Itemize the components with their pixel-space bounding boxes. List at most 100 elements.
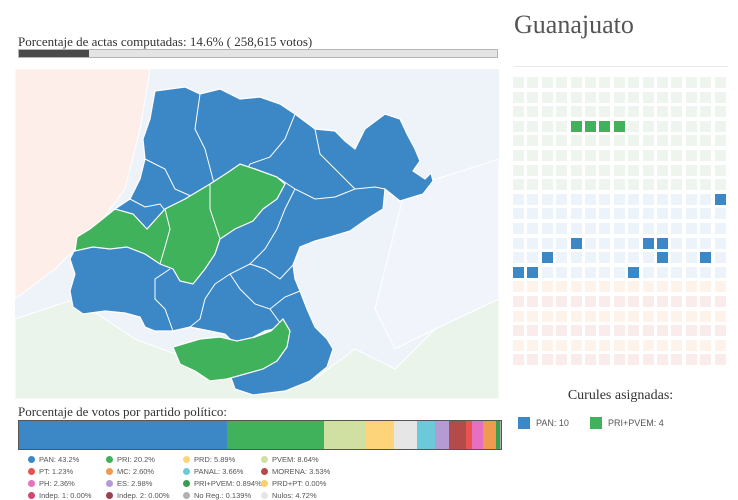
- seat-empty: [685, 106, 697, 118]
- seat-empty: [541, 120, 553, 132]
- seat-empty: [685, 164, 697, 176]
- seat-empty: [513, 106, 524, 118]
- vote-bar-segment[interactable]: [500, 421, 501, 449]
- seat-empty: [671, 120, 683, 132]
- legend-dot: [106, 456, 113, 463]
- seat-legend-label: PAN: 10: [536, 418, 569, 428]
- seat-empty: [628, 354, 640, 366]
- legend-item: Indep. 1: 0.00%: [28, 491, 92, 500]
- map-region-pri-north[interactable]: [74, 163, 286, 285]
- seat-empty: [628, 325, 640, 337]
- legend-dot: [261, 480, 268, 487]
- seat-empty: [556, 208, 568, 220]
- seat-empty: [671, 150, 683, 161]
- legend-item: Nulos: 4.72%: [261, 491, 317, 500]
- seat-empty: [599, 77, 611, 88]
- seat-empty: [685, 266, 697, 278]
- vote-bar-segment[interactable]: [449, 421, 467, 449]
- seat-assigned[interactable]: [599, 120, 611, 132]
- vote-bar-segment[interactable]: [19, 421, 228, 449]
- seat-assigned[interactable]: [628, 266, 640, 278]
- vote-bar-segment[interactable]: [417, 421, 435, 449]
- seat-empty: [700, 281, 712, 293]
- seat-empty: [585, 325, 596, 337]
- seat-empty: [671, 266, 683, 278]
- seat-empty: [671, 164, 683, 176]
- seat-empty: [628, 91, 640, 103]
- vote-bar-segment[interactable]: [472, 421, 484, 449]
- vote-bar-segment[interactable]: [324, 421, 367, 449]
- seat-empty: [541, 237, 553, 249]
- seat-empty: [628, 150, 640, 161]
- seat-empty: [628, 120, 640, 132]
- seat-empty: [513, 135, 524, 147]
- seat-empty: [599, 223, 611, 234]
- seat-empty: [513, 208, 524, 220]
- legend-dot: [183, 492, 190, 499]
- seat-assigned[interactable]: [657, 252, 668, 264]
- vote-bar-segment[interactable]: [434, 421, 450, 449]
- seat-empty: [585, 77, 596, 88]
- seat-assigned[interactable]: [700, 252, 712, 264]
- seat-assigned[interactable]: [541, 252, 553, 264]
- legend-label: PANAL: 3.66%: [194, 467, 244, 476]
- seat-assigned[interactable]: [513, 266, 524, 278]
- map-region-pri-south[interactable]: [172, 318, 291, 382]
- seat-empty: [570, 193, 582, 205]
- seat-empty: [642, 150, 654, 161]
- seat-empty: [541, 106, 553, 118]
- legend-dot: [28, 456, 35, 463]
- state-title: Guanajuato: [514, 10, 634, 39]
- seat-empty: [671, 339, 683, 351]
- seat-empty: [527, 237, 539, 249]
- seat-assigned[interactable]: [527, 266, 539, 278]
- progress-bar: [18, 49, 498, 58]
- seat-empty: [585, 91, 596, 103]
- seat-empty: [671, 310, 683, 322]
- vote-bar-segment[interactable]: [466, 421, 473, 449]
- seat-empty: [700, 135, 712, 147]
- seat-empty: [657, 296, 668, 307]
- seat-assigned[interactable]: [613, 120, 625, 132]
- seat-empty: [527, 106, 539, 118]
- seat-empty: [714, 150, 726, 161]
- seat-empty: [585, 193, 596, 205]
- seat-empty: [685, 179, 697, 191]
- vote-bar-segment[interactable]: [394, 421, 418, 449]
- seat-assigned[interactable]: [657, 237, 668, 249]
- seat-empty: [671, 354, 683, 366]
- seat-assigned[interactable]: [714, 193, 726, 205]
- seat-empty: [585, 339, 596, 351]
- seat-assigned[interactable]: [570, 237, 582, 249]
- seat-empty: [556, 296, 568, 307]
- seat-empty: [714, 208, 726, 220]
- seat-assigned[interactable]: [585, 120, 596, 132]
- seat-empty: [513, 252, 524, 264]
- seat-empty: [613, 223, 625, 234]
- seat-empty: [570, 179, 582, 191]
- seat-empty: [570, 91, 582, 103]
- seat-empty: [570, 354, 582, 366]
- legend-item: PVEM: 8.64%: [261, 455, 319, 464]
- seat-empty: [556, 281, 568, 293]
- seat-empty: [527, 208, 539, 220]
- seat-assigned[interactable]: [570, 120, 582, 132]
- vote-bar-segment[interactable]: [227, 421, 325, 449]
- seat-empty: [700, 120, 712, 132]
- seat-empty: [700, 106, 712, 118]
- legend-item: PRD: 5.89%: [183, 455, 235, 464]
- seat-empty: [671, 296, 683, 307]
- seat-empty: [685, 354, 697, 366]
- seat-empty: [541, 296, 553, 307]
- map-svg: [15, 69, 499, 399]
- vote-bar-segment[interactable]: [495, 421, 501, 449]
- state-map[interactable]: [15, 69, 499, 399]
- map-region-pan[interactable]: [69, 86, 434, 396]
- seat-empty: [671, 91, 683, 103]
- seat-empty: [585, 208, 596, 220]
- seat-empty: [599, 193, 611, 205]
- seat-empty: [570, 325, 582, 337]
- seat-assigned[interactable]: [642, 237, 654, 249]
- vote-bar-segment[interactable]: [483, 421, 496, 449]
- vote-bar-segment[interactable]: [366, 421, 395, 449]
